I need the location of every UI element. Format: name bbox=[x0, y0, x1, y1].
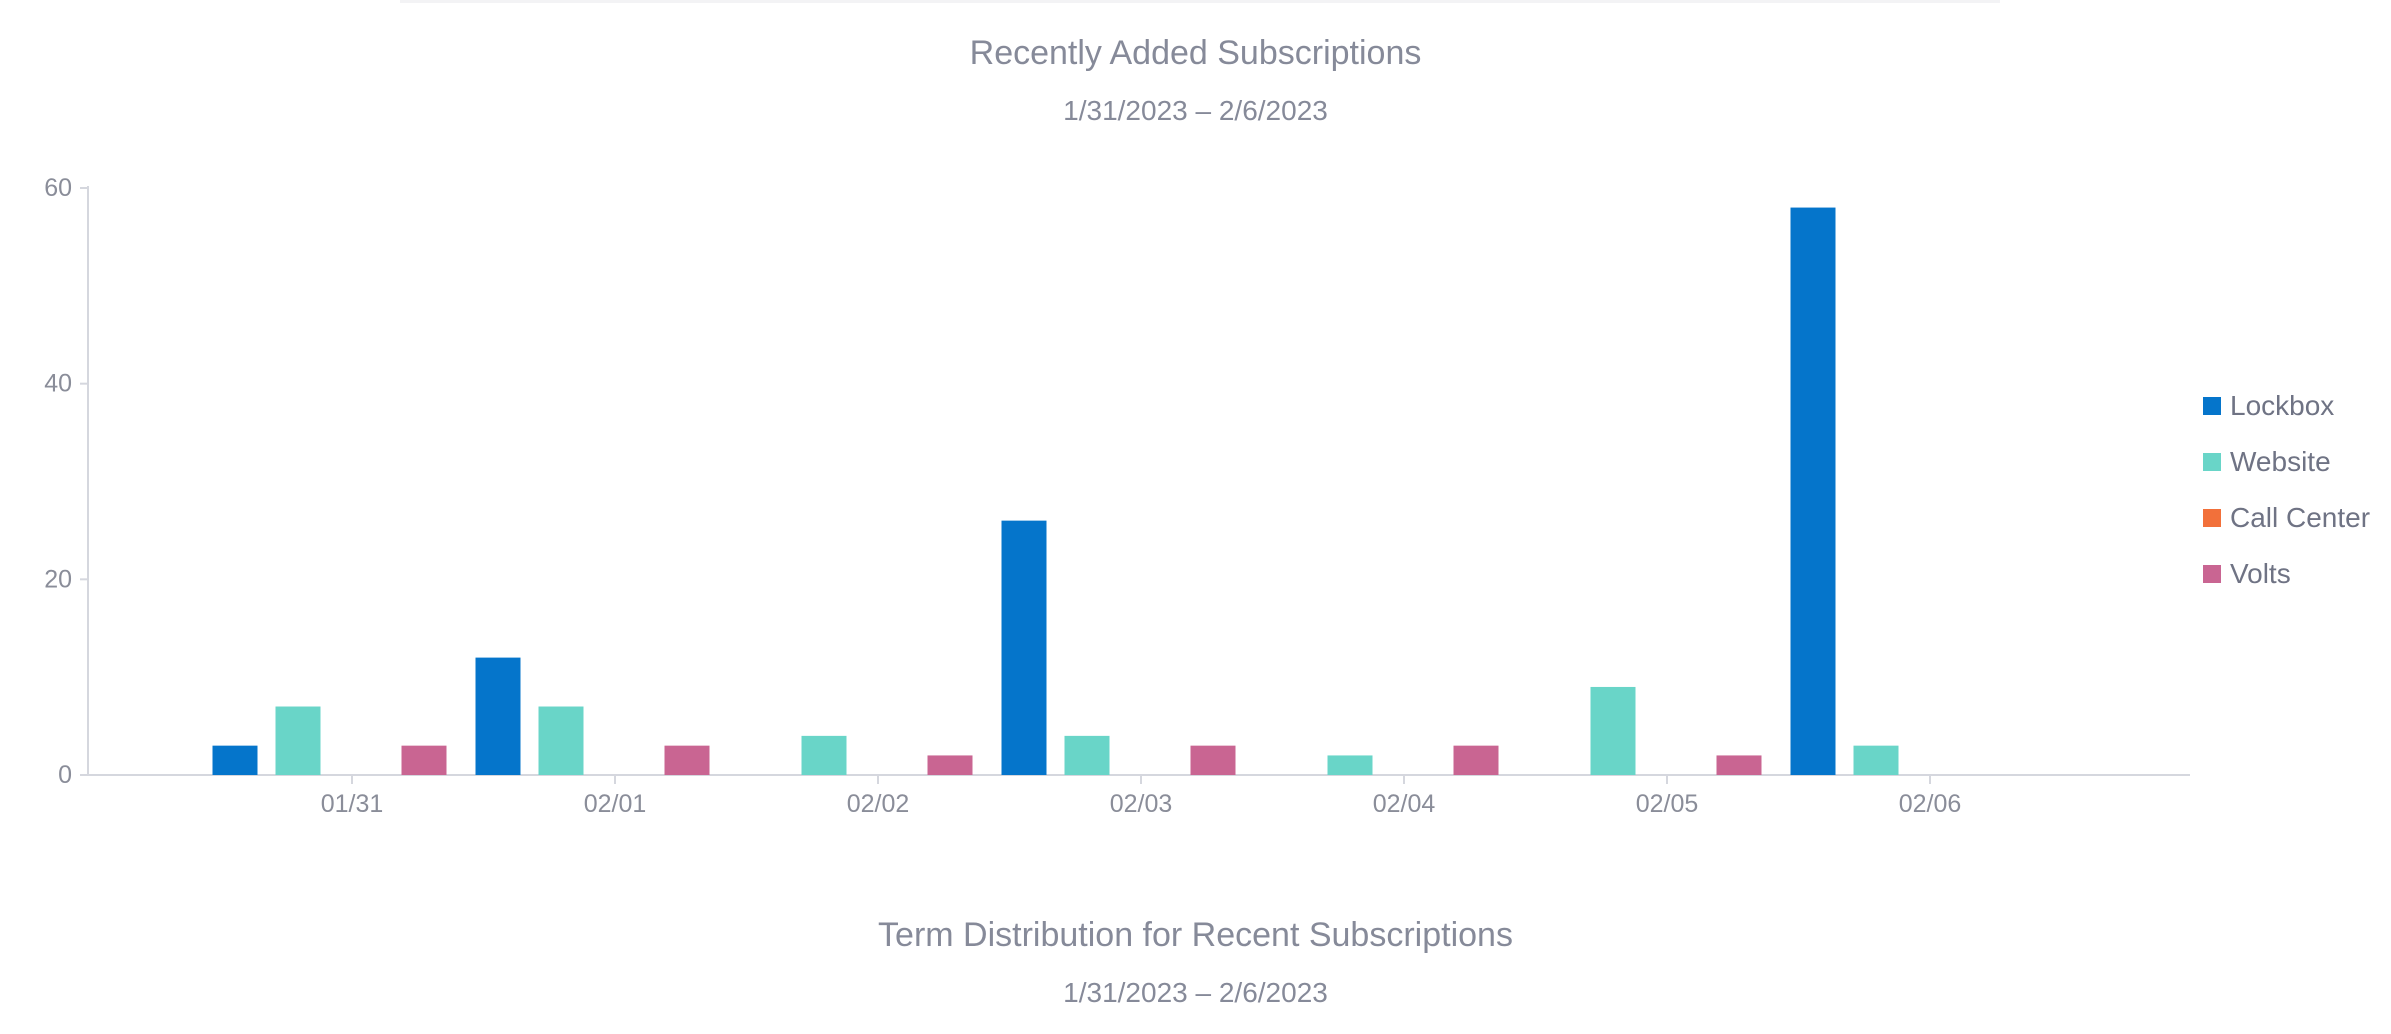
legend-swatch bbox=[2203, 397, 2221, 415]
bar-lockbox bbox=[1001, 520, 1047, 775]
legend-label: Volts bbox=[2230, 558, 2291, 589]
bar-lockbox bbox=[475, 657, 521, 775]
legend-swatch bbox=[2203, 509, 2221, 527]
bar-website bbox=[275, 706, 321, 775]
legend-item-lockbox[interactable]: Lockbox bbox=[2203, 378, 2370, 434]
bar-volts bbox=[664, 745, 710, 775]
bar-website bbox=[801, 735, 847, 775]
bar-volts bbox=[1716, 755, 1762, 775]
x-tick-label: 02/02 bbox=[847, 790, 910, 818]
bar-website bbox=[538, 706, 584, 775]
bar-volts bbox=[1453, 745, 1499, 775]
second-chart-subtitle: 1/31/2023 – 2/6/2023 bbox=[1063, 977, 1328, 1008]
bar-website bbox=[1853, 745, 1899, 775]
legend-swatch bbox=[2203, 453, 2221, 471]
legend-label: Lockbox bbox=[2230, 390, 2335, 421]
x-tick-label: 02/01 bbox=[584, 790, 647, 818]
chart-legend: Lockbox Website Call Center Volts bbox=[2203, 378, 2370, 602]
legend-label: Website bbox=[2230, 446, 2331, 477]
x-tick-label: 02/05 bbox=[1636, 790, 1699, 818]
x-tick-label: 02/03 bbox=[1110, 790, 1173, 818]
bar-volts bbox=[1190, 745, 1236, 775]
bar-volts bbox=[401, 745, 447, 775]
bar-volts bbox=[927, 755, 973, 775]
legend-item-volts[interactable]: Volts bbox=[2203, 546, 2370, 602]
bar-website bbox=[1064, 735, 1110, 775]
bar-lockbox bbox=[212, 745, 258, 775]
legend-item-call-center[interactable]: Call Center bbox=[2203, 490, 2370, 546]
x-tick-label: 02/04 bbox=[1373, 790, 1436, 818]
second-chart-title: Term Distribution for Recent Subscriptio… bbox=[878, 916, 1513, 954]
legend-swatch bbox=[2203, 565, 2221, 583]
y-tick-label: 60 bbox=[44, 174, 72, 202]
section-divider bbox=[400, 0, 2000, 3]
y-tick-label: 40 bbox=[44, 370, 72, 398]
x-tick-label: 01/31 bbox=[321, 790, 384, 818]
subscriptions-bar-chart: 0 20 40 60 01/31 02/01 02/02 02/03 02/04 02/05 02/… bbox=[44, 174, 2190, 818]
legend-label: Call Center bbox=[2230, 502, 2371, 533]
bar-website bbox=[1590, 686, 1636, 775]
bar-website bbox=[1327, 755, 1373, 775]
y-tick-label: 0 bbox=[58, 761, 72, 789]
y-tick-label: 20 bbox=[44, 565, 72, 593]
bar-lockbox bbox=[1790, 207, 1836, 776]
chart-title: Recently Added Subscriptions bbox=[969, 34, 1422, 72]
x-tick-label: 02/06 bbox=[1899, 790, 1962, 818]
legend-item-website[interactable]: Website bbox=[2203, 434, 2370, 490]
chart-subtitle: 1/31/2023 – 2/6/2023 bbox=[1063, 95, 1328, 126]
